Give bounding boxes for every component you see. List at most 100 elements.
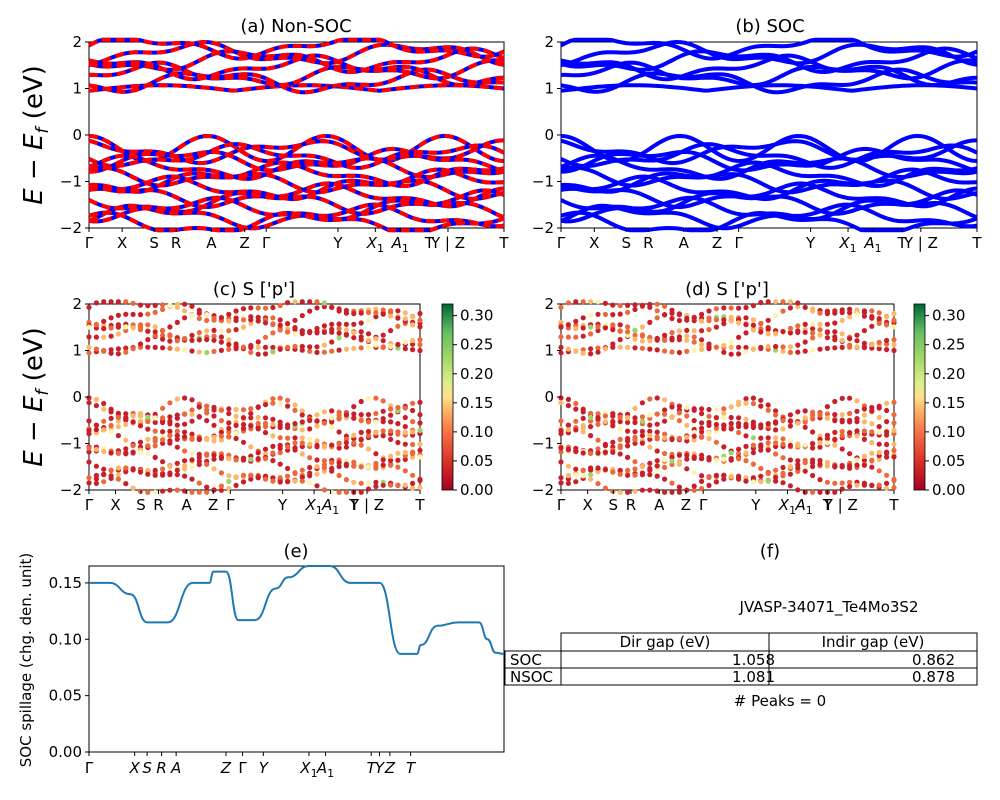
projection-point (395, 482, 401, 489)
projection-point (676, 403, 683, 409)
projection-point (639, 302, 646, 308)
projection-point (750, 322, 757, 328)
projection-point (810, 460, 816, 466)
projection-point (758, 473, 764, 479)
projection-point (802, 321, 808, 327)
projection-point (388, 457, 394, 463)
projection-point (417, 317, 423, 323)
projection-point (573, 334, 579, 340)
projection-point (595, 481, 601, 487)
x-tick-label: R (153, 496, 163, 514)
projection-point (891, 324, 897, 330)
projection-point (123, 450, 129, 456)
projection-point (654, 434, 660, 440)
x-tick-label: X1 (299, 759, 317, 780)
projection-point (336, 409, 342, 415)
projection-point (204, 403, 210, 409)
projection-point (196, 315, 202, 322)
projection-point (115, 472, 121, 478)
band-ylabel-top: E − Ef (eV) (19, 65, 53, 205)
projection-point (307, 455, 313, 461)
projection-point (410, 419, 416, 425)
projection-point (182, 308, 188, 314)
projection-point (824, 404, 831, 410)
projection-point (167, 332, 173, 338)
projection-point (93, 322, 99, 328)
projection-point (336, 308, 342, 314)
x-tick-label: A1 (391, 234, 409, 255)
projection-point (743, 344, 749, 351)
projection-point (285, 300, 291, 306)
projection-point (211, 456, 217, 462)
projection-point (580, 347, 586, 353)
projection-point (189, 337, 195, 343)
projection-point (684, 327, 690, 333)
projection-point (182, 473, 188, 479)
projection-point (625, 332, 631, 338)
projection-point (167, 472, 173, 478)
x-tick-label: T (414, 496, 425, 514)
projection-point (676, 452, 683, 458)
projection-point (189, 397, 195, 403)
projection-point (573, 418, 579, 424)
projection-point (773, 440, 779, 446)
projection-point (108, 325, 114, 331)
projection-point (108, 315, 114, 321)
projection-point (765, 407, 771, 413)
projection-point (410, 337, 416, 344)
colorbar-tick-label: 0.05 (460, 452, 493, 470)
projection-point (277, 450, 283, 456)
projection-point (802, 329, 808, 335)
projection-point (625, 419, 631, 425)
projection-point (160, 488, 166, 494)
projection-point (402, 316, 408, 322)
projection-point (240, 324, 247, 330)
projection-point (647, 412, 653, 418)
projection-point (182, 315, 188, 321)
projection-point (832, 464, 838, 470)
projection-point (802, 339, 808, 345)
projection-point (108, 350, 114, 356)
projection-point (292, 478, 298, 484)
projection-point (255, 414, 261, 421)
projection-point (277, 442, 283, 448)
projection-point (233, 413, 239, 419)
projection-point (321, 420, 327, 426)
projection-point (255, 404, 261, 410)
projection-point (884, 322, 890, 328)
projection-point (669, 315, 675, 322)
projection-point (839, 395, 845, 401)
projection-point (108, 429, 114, 435)
projection-point (314, 423, 320, 429)
projection-point (211, 422, 217, 428)
projection-point (380, 338, 386, 344)
projection-point (196, 337, 202, 343)
projection-point (86, 445, 92, 451)
projection-point (854, 462, 860, 468)
projection-point (218, 407, 224, 413)
projection-point (780, 455, 786, 461)
projection-point (307, 426, 313, 432)
projection-point (321, 304, 327, 310)
projection-point (847, 314, 853, 320)
projection-point (380, 408, 386, 414)
projection-point (417, 441, 423, 447)
projection-point (343, 489, 349, 495)
projection-point (565, 334, 572, 340)
projection-point (817, 457, 823, 464)
projection-point (699, 346, 705, 352)
projection-point (654, 458, 660, 464)
projection-point (676, 328, 683, 334)
projection-point (189, 464, 195, 470)
y-tick-label: 0 (72, 388, 82, 406)
projection-point (248, 342, 254, 349)
projection-point (580, 467, 586, 473)
projection-point (824, 440, 831, 446)
projection-point (706, 474, 712, 481)
projection-point (736, 476, 742, 482)
projection-point (115, 331, 121, 337)
projection-point (373, 463, 379, 469)
projection-point (402, 414, 408, 421)
projection-point (610, 449, 616, 455)
projection-point (684, 413, 690, 419)
